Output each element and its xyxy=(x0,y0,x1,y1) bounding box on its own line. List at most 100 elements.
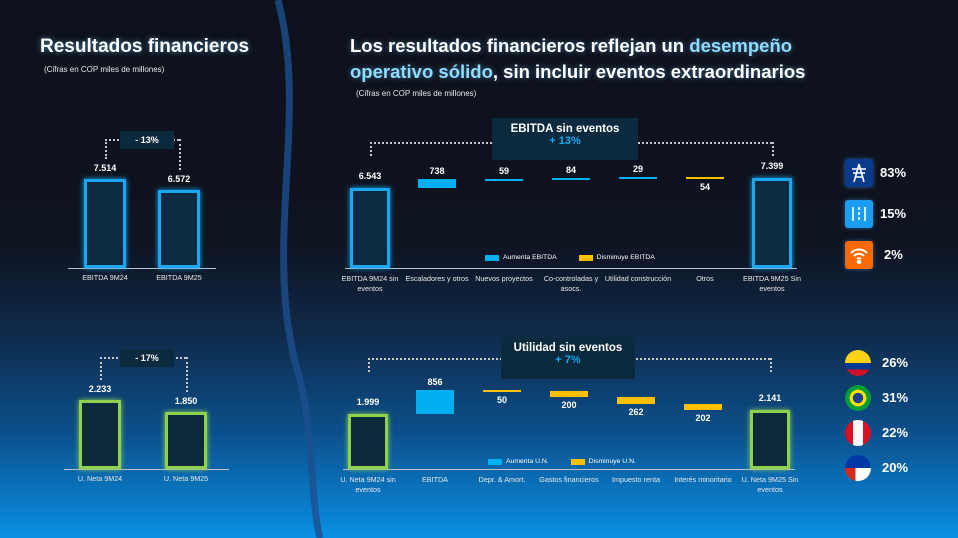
bar-label: EBITDA 9M24 sin eventos xyxy=(341,274,399,293)
legend-decrease-swatch xyxy=(570,458,585,465)
bar-value: 200 xyxy=(561,400,577,411)
axis-line xyxy=(343,469,795,470)
waterfall-total-bar xyxy=(750,410,790,469)
bar-value: 6.572 xyxy=(167,174,191,184)
waterfall-inc-bar xyxy=(552,177,590,180)
segment-percent: 2% xyxy=(884,247,903,262)
segment-percent: 15% xyxy=(880,206,907,221)
bar-0 xyxy=(79,400,121,469)
bracket-right xyxy=(179,139,181,170)
bar-value: 7.514 xyxy=(93,163,117,173)
bar-value: 738 xyxy=(429,166,445,177)
bar-label: U. Neta 9M24 xyxy=(77,474,123,483)
bar-value: 262 xyxy=(628,407,644,418)
country-percent: 26% xyxy=(882,355,909,370)
waterfall-total-bar xyxy=(752,177,792,268)
axis-line xyxy=(345,268,797,269)
decorative-swoosh xyxy=(274,0,324,538)
bar-1 xyxy=(165,412,207,469)
bar-label: U. Neta 9M24 sin eventos xyxy=(340,475,396,494)
bar-value: 2.233 xyxy=(88,384,112,394)
bracket-left xyxy=(105,139,107,159)
bracket-right xyxy=(186,357,188,392)
bar-label: Utilidad construcción xyxy=(604,274,672,283)
waterfall-title: EBITDA sin eventos xyxy=(510,123,620,135)
bar-label: EBITDA 9M25 Sin eventos xyxy=(743,274,801,293)
bracket-left xyxy=(368,358,370,372)
bar-value: 202 xyxy=(695,413,711,424)
bar-label: Escaladores y otros xyxy=(405,274,469,283)
legend-increase: Aumenta U.N. xyxy=(506,458,549,465)
legend-increase-swatch xyxy=(488,458,502,465)
bar-value: 50 xyxy=(496,395,507,406)
bar-value: 84 xyxy=(565,164,576,175)
change-badge: - 17% xyxy=(120,349,174,367)
bar-value: 1.999 xyxy=(356,397,380,407)
segment-percent: 83% xyxy=(880,165,907,180)
waterfall-change: + 7% xyxy=(555,354,581,366)
waterfall-dec-bar xyxy=(483,390,521,393)
bar-value: 2.141 xyxy=(758,393,782,404)
waterfall-inc-bar xyxy=(485,178,523,181)
waterfall-inc-bar xyxy=(416,390,454,414)
bar-label: Co-controladas y asocs. xyxy=(543,274,599,293)
waterfall-dec-bar xyxy=(684,404,722,410)
bracket-right xyxy=(772,142,774,156)
bar-label: Nuevos proyectos xyxy=(475,274,533,283)
legend-decrease: Disminuye U.N. xyxy=(588,458,636,465)
bar-label: EBITDA xyxy=(422,475,448,484)
title-badge: EBITDA sin eventos + 13% xyxy=(492,118,638,160)
legend: Aumenta U.N. Disminuye U.N. xyxy=(488,458,636,465)
axis-line xyxy=(68,268,216,269)
legend-increase: Aumenta EBITDA xyxy=(503,254,557,261)
bar-0 xyxy=(84,179,126,268)
waterfall-change: + 13% xyxy=(549,135,581,147)
left-title: Resultados financieros xyxy=(40,36,250,57)
main-subtitle: (Cifras en COP miles de millones) xyxy=(356,89,477,98)
chile-flag-icon xyxy=(845,455,871,481)
bar-label: Gastos financieros xyxy=(539,475,599,484)
waterfall-dec-bar xyxy=(550,391,588,398)
legend-decrease-swatch xyxy=(578,254,593,261)
bar-label: EBITDA 9M25 xyxy=(156,273,202,282)
axis-line xyxy=(64,469,229,470)
main-title-part: , sin incluir eventos extraordinarios xyxy=(492,61,806,82)
change-badge: - 13% xyxy=(120,131,174,149)
peru-flag-icon xyxy=(845,420,871,446)
bracket-right xyxy=(770,358,772,372)
bar-value: 1.850 xyxy=(174,396,198,406)
bar-value: 59 xyxy=(498,165,509,176)
bar-label: Impuesto renta xyxy=(612,475,660,484)
legend-decrease: Disminuye EBITDA xyxy=(596,254,655,261)
main-title: Los resultados financieros reflejan un d… xyxy=(350,33,805,85)
waterfall-total-bar xyxy=(350,188,390,268)
waterfall-title: Utilidad sin eventos xyxy=(513,342,623,354)
waterfall-inc-bar xyxy=(619,177,657,180)
bar-1 xyxy=(158,190,200,268)
waterfall-dec-bar xyxy=(617,397,655,405)
bracket-left xyxy=(370,142,372,156)
colombia-flag-icon xyxy=(845,350,871,376)
country-percent: 31% xyxy=(882,390,909,405)
bar-label: Depr. & Amort. xyxy=(478,475,526,484)
bar-label: U. Neta 9M25 Sin eventos xyxy=(741,475,799,494)
legend-increase-swatch xyxy=(485,254,499,261)
main-title-highlight: desempeño xyxy=(689,35,793,56)
left-subtitle: (Cifras en COP miles de millones) xyxy=(44,65,165,74)
bar-value: 54 xyxy=(699,182,710,193)
bracket-left xyxy=(100,357,102,380)
waterfall-total-bar xyxy=(348,414,388,469)
bar-value: 29 xyxy=(632,164,643,175)
country-percent: 20% xyxy=(882,460,909,475)
bar-value: 856 xyxy=(427,377,443,388)
legend: Aumenta EBITDA Disminuye EBITDA xyxy=(485,254,655,261)
waterfall-dec-bar xyxy=(686,177,724,180)
bar-label: Interés minoritario xyxy=(674,475,732,484)
main-title-part: Los resultados financieros reflejan un xyxy=(350,35,690,56)
bar-label: EBITDA 9M24 xyxy=(82,273,128,282)
bar-label: U. Neta 9M25 xyxy=(163,474,209,483)
transmission-tower-icon xyxy=(845,159,873,187)
waterfall-inc-bar xyxy=(418,179,456,188)
country-percent: 22% xyxy=(882,425,909,440)
bar-label: Otros xyxy=(696,274,714,283)
